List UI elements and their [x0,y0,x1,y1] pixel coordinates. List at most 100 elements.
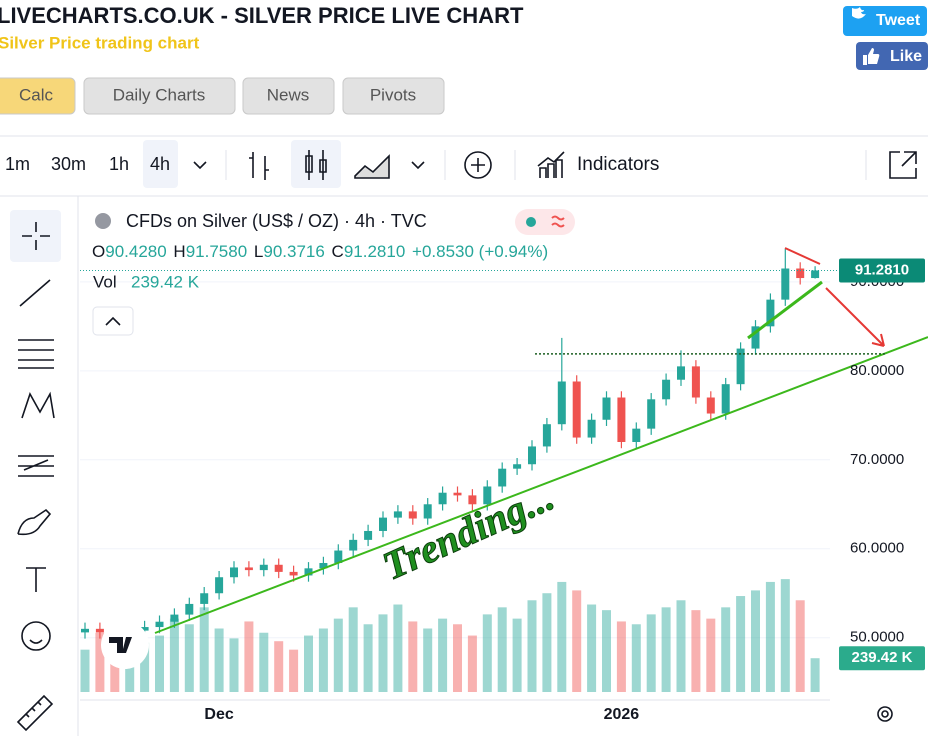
candle-body [349,539,358,551]
tweet-label: Tweet [876,12,921,29]
trendline-tool[interactable] [19,279,51,307]
interval-button[interactable]: 1m [5,154,30,174]
candle-body [796,268,805,279]
volume-bar [780,579,790,692]
volume-bar [363,624,373,692]
y-tick-label: 50.0000 [850,629,904,646]
volume-bar [616,621,626,692]
volume-bar [646,614,656,692]
volume-value: 239.42 K [131,272,200,291]
tab[interactable]: Daily Charts [83,77,236,115]
dropdown-icon[interactable] [193,161,207,170]
settings-icon[interactable] [877,706,893,722]
symbol-title: CFDs on Silver (US$ / OZ) · 4h · TVC [126,211,427,231]
tab[interactable]: News [242,77,335,115]
candle-body [140,627,149,631]
emoji-smile [29,639,43,644]
legend-value: 91.7580 [186,242,247,261]
volume-bar [184,624,194,692]
candle-body [200,593,209,604]
legend-value: 90.3716 [263,242,324,261]
candle-body [304,568,313,576]
volume-bar [557,581,567,692]
tab[interactable]: Pivots [342,77,445,115]
candle-body [781,268,790,300]
candle-body [215,577,224,594]
grid [80,281,830,639]
candle-body [572,381,581,438]
ruler-tool[interactable] [16,694,54,732]
indicators-icon[interactable] [537,151,565,178]
volume-pane [80,579,820,692]
volume-bar [453,624,462,692]
symbol-icon [95,213,111,229]
like-label: Like [890,48,922,65]
arrow [825,287,885,347]
delay-icon [551,215,565,228]
tweet-button[interactable]: Tweet [843,6,927,36]
tweet-icon [852,7,866,19]
volume-bar [765,581,775,692]
x-tick-label: Dec [204,706,233,723]
volume-bar [795,600,805,692]
compare-icon[interactable] [464,151,492,179]
candle-body [528,446,536,465]
bars-icon[interactable] [249,152,269,180]
volume-bar [810,658,820,692]
pattern-tool[interactable] [21,391,55,419]
interval-button[interactable]: 4h [150,154,170,174]
brush-tool[interactable] [17,508,52,536]
volume-bar [304,635,313,692]
volume-bar [512,618,522,692]
candles-icon[interactable] [305,150,327,180]
candle-body [483,486,492,505]
prediction-tool[interactable] [18,455,54,477]
y-tick-label: 80.0000 [850,362,904,379]
volume-bar [378,614,388,692]
popout-icon[interactable] [889,151,917,179]
crosshair-tool[interactable] [22,222,50,250]
candle-body [736,348,745,385]
last-price-label: 91.2810 [855,261,909,278]
tab-bg [0,77,76,115]
volume-bar [169,618,179,692]
area-icon[interactable] [354,154,390,179]
x-tick-label: 2026 [604,706,640,723]
candle-body [244,567,253,571]
candle-body [155,621,164,628]
volume-bar [587,604,597,692]
like-icon [863,48,880,65]
tab[interactable]: Calc [0,77,76,115]
volume-bar [140,642,150,692]
legend-value: 91.2810 [344,242,405,261]
price-axis: 50.000060.000070.000080.000090.000091.28… [839,258,925,671]
volume-bar [706,618,716,692]
collapse-button[interactable] [92,306,134,336]
tab-bg [83,77,236,115]
fib-tool[interactable] [18,339,54,369]
volume-bar [602,610,611,692]
volume-bar [736,596,746,692]
volume-bar [542,593,552,692]
last-volume-label: 239.42 K [852,649,913,666]
dropdown-icon[interactable] [411,161,425,170]
text-tool[interactable] [26,567,46,592]
legend-key: O [92,242,105,261]
interval-button[interactable]: 1h [109,154,129,174]
candle-body [468,495,477,505]
volume-bar [691,610,701,692]
candle-body [662,379,671,400]
interval-button[interactable]: 30m [51,154,86,174]
volume-bar [467,635,477,692]
volume-bar [214,628,224,692]
market-open-dot [526,217,536,227]
indicators-button[interactable]: Indicators [577,154,659,175]
volume-bar [229,638,239,692]
emoji-tool[interactable] [21,621,51,651]
legend-key: L [254,242,263,261]
tab-label: Calc [19,85,54,104]
candle-body [259,564,268,571]
like-button[interactable]: Like [856,42,928,70]
last-volume-box [839,646,925,671]
candle-body [364,530,373,540]
